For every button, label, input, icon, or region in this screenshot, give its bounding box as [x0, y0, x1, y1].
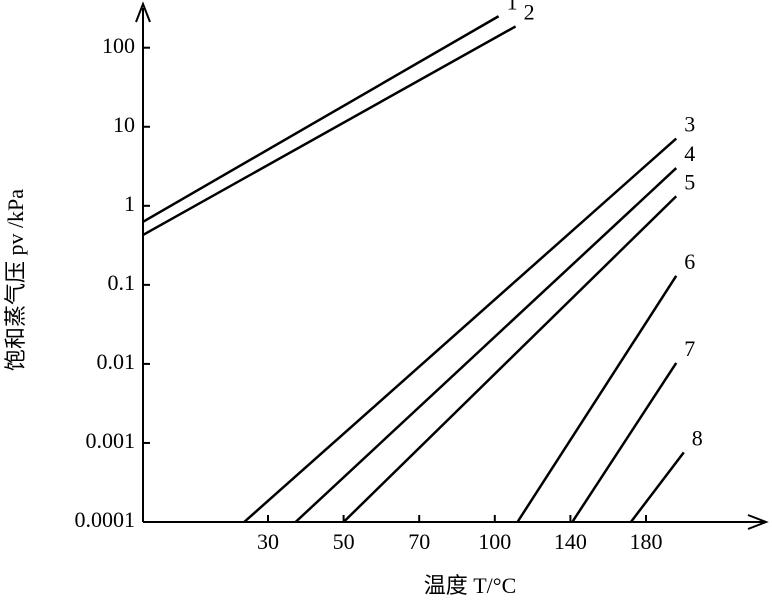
x-tick-label: 180 [630, 529, 663, 554]
y-axis-arrow [135, 1, 151, 23]
series-label: 8 [692, 425, 703, 450]
series-label: 5 [684, 169, 695, 194]
series-label: 7 [684, 336, 695, 361]
series-label: 1 [507, 0, 518, 14]
y-tick-label: 10 [113, 112, 135, 137]
series-line [516, 275, 678, 523]
y-tick-label: 0.001 [86, 428, 136, 453]
x-tick-label: 50 [333, 529, 355, 554]
x-tick-label: 30 [257, 529, 279, 554]
x-axis-arrow [747, 514, 769, 530]
y-tick-label: 100 [102, 33, 135, 58]
x-tick-label: 140 [554, 529, 587, 554]
y-tick-label: 0.01 [97, 349, 136, 374]
series-line [142, 25, 517, 236]
x-tick-label: 70 [408, 529, 430, 554]
x-axis-label: 温度 T/°C [424, 573, 517, 598]
series-line [243, 137, 678, 523]
series-line [142, 15, 500, 223]
series-line [629, 451, 685, 523]
y-axis-label: 饱和蒸气压 pv /kPa [3, 189, 28, 371]
series-label: 4 [684, 141, 695, 166]
series-line [342, 195, 678, 523]
y-tick-label: 0.0001 [75, 507, 136, 532]
series-label: 3 [684, 112, 695, 137]
x-tick-label: 100 [478, 529, 511, 554]
y-tick-label: 1 [124, 191, 135, 216]
series-line [571, 362, 678, 523]
y-tick-label: 0.1 [108, 270, 136, 295]
series-label: 2 [524, 0, 535, 24]
series-line [294, 167, 678, 523]
series-label: 6 [684, 249, 695, 274]
